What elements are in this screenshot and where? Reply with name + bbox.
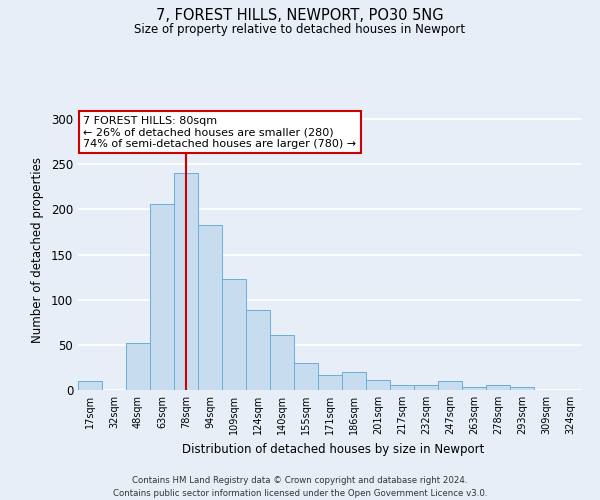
Bar bbox=[174, 173, 198, 390]
Bar bbox=[270, 335, 294, 390]
Bar bbox=[318, 374, 342, 390]
Text: Contains HM Land Registry data © Crown copyright and database right 2024.
Contai: Contains HM Land Registry data © Crown c… bbox=[113, 476, 487, 498]
Bar bbox=[462, 388, 486, 390]
Bar bbox=[366, 380, 390, 390]
Bar bbox=[294, 363, 318, 390]
Text: 7 FOREST HILLS: 80sqm
← 26% of detached houses are smaller (280)
74% of semi-det: 7 FOREST HILLS: 80sqm ← 26% of detached … bbox=[83, 116, 356, 149]
Text: Size of property relative to detached houses in Newport: Size of property relative to detached ho… bbox=[134, 22, 466, 36]
Bar bbox=[198, 224, 222, 390]
Bar bbox=[486, 386, 510, 390]
Bar bbox=[438, 381, 462, 390]
Bar bbox=[510, 388, 534, 390]
Bar bbox=[414, 386, 438, 390]
Bar bbox=[246, 310, 270, 390]
Y-axis label: Number of detached properties: Number of detached properties bbox=[31, 157, 44, 343]
Bar bbox=[390, 386, 414, 390]
Bar bbox=[150, 204, 174, 390]
Bar bbox=[342, 372, 366, 390]
Bar bbox=[78, 381, 102, 390]
Bar bbox=[222, 279, 246, 390]
Text: Distribution of detached houses by size in Newport: Distribution of detached houses by size … bbox=[182, 442, 484, 456]
Text: 7, FOREST HILLS, NEWPORT, PO30 5NG: 7, FOREST HILLS, NEWPORT, PO30 5NG bbox=[156, 8, 444, 22]
Bar bbox=[126, 343, 150, 390]
